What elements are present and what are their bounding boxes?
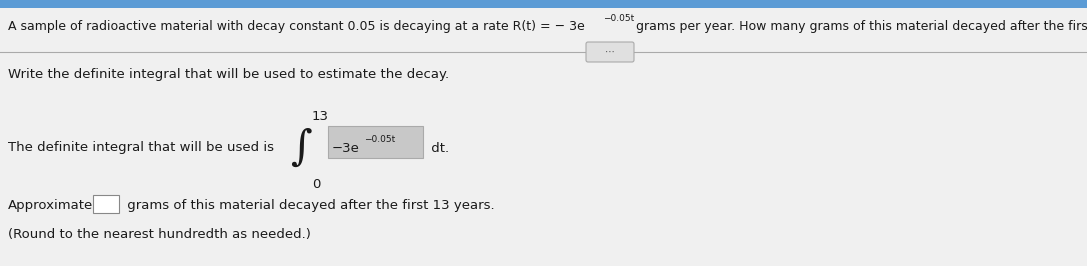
Text: 0: 0 xyxy=(312,178,321,191)
Text: A sample of radioactive material with decay constant 0.05 is decaying at a rate : A sample of radioactive material with de… xyxy=(8,20,585,33)
FancyBboxPatch shape xyxy=(0,0,1087,8)
Text: dt.: dt. xyxy=(427,142,449,155)
FancyBboxPatch shape xyxy=(586,42,634,62)
Text: −3e: −3e xyxy=(332,142,360,155)
Text: Approximately: Approximately xyxy=(8,198,104,211)
Text: −0.05t: −0.05t xyxy=(364,135,396,144)
Text: 13: 13 xyxy=(312,110,329,123)
FancyBboxPatch shape xyxy=(93,195,118,213)
Text: grams of this material decayed after the first 13 years.: grams of this material decayed after the… xyxy=(123,198,495,211)
Text: −0.05t: −0.05t xyxy=(603,14,634,23)
Text: ⋯: ⋯ xyxy=(605,47,615,57)
Text: Write the definite integral that will be used to estimate the decay.: Write the definite integral that will be… xyxy=(8,68,449,81)
FancyBboxPatch shape xyxy=(328,126,423,158)
Text: ∫: ∫ xyxy=(290,127,312,169)
Text: (Round to the nearest hundredth as needed.): (Round to the nearest hundredth as neede… xyxy=(8,228,311,241)
Text: grams per year. How many grams of this material decayed after the first 13 years: grams per year. How many grams of this m… xyxy=(632,20,1087,33)
Text: The definite integral that will be used is: The definite integral that will be used … xyxy=(8,142,274,155)
